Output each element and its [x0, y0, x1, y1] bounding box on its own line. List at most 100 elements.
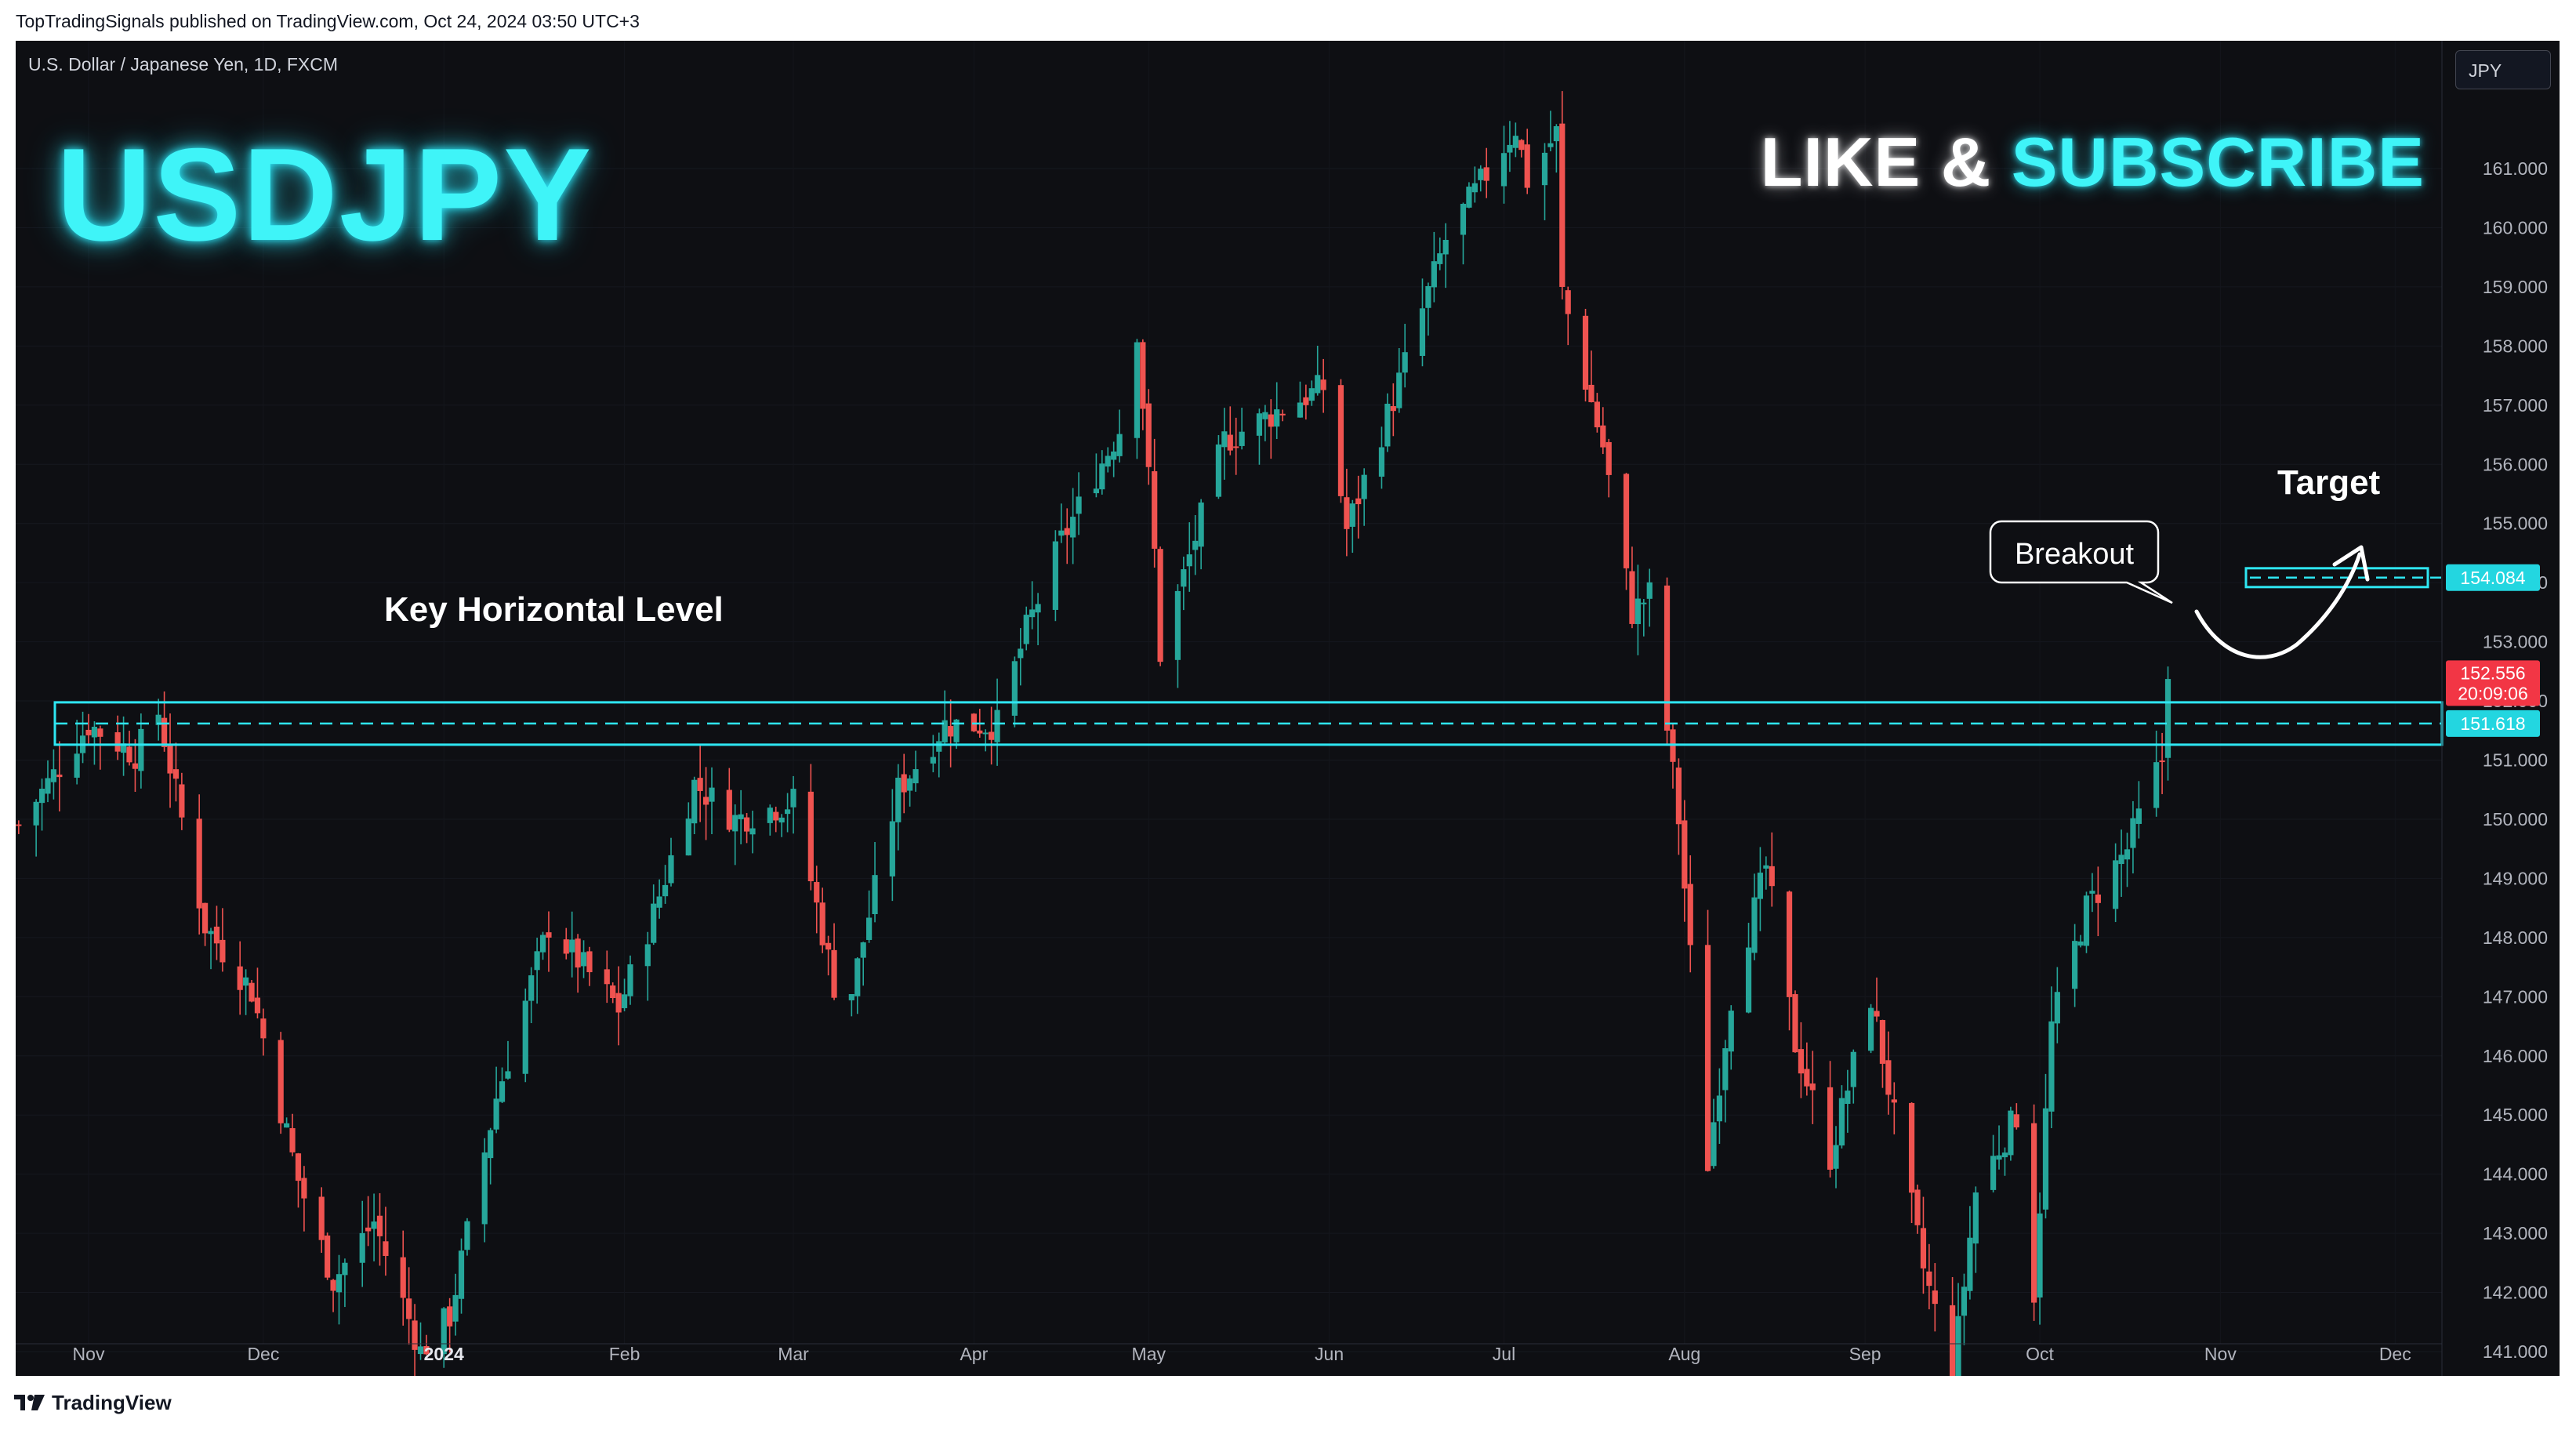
like-subscribe-banner: LIKE & SUBSCRIBE [1761, 122, 2425, 202]
candle [1990, 1134, 1997, 1192]
candle [738, 789, 744, 844]
candlestick-chart[interactable]: Key Horizontal Level Target Breakout 161.0… [16, 41, 2560, 1376]
candle [1716, 1068, 1722, 1145]
candle-body [569, 939, 575, 953]
candle-body [1512, 136, 1518, 148]
candle [1950, 1276, 1956, 1376]
price-axis: 161.000 160.000 159.000 158.000 157.000 156.0… [2441, 41, 2548, 1376]
candle [546, 911, 552, 972]
candle-body [1070, 517, 1076, 538]
candle [2001, 1147, 2008, 1176]
time-tick: 2024 [424, 1344, 464, 1364]
chart-panel[interactable]: Key Horizontal Level Target Breakout 161.0… [16, 41, 2560, 1376]
candle-body [872, 875, 878, 915]
currency-selector[interactable]: JPY [2455, 50, 2551, 89]
candle-body [1967, 1237, 1973, 1291]
candle [1308, 380, 1315, 406]
price-tick: 155.000 [2483, 514, 2548, 534]
candle-body [1646, 582, 1653, 599]
candle-body [930, 757, 936, 764]
candle-body [1594, 401, 1600, 428]
candle-body [1058, 530, 1065, 536]
candle-body [563, 939, 569, 954]
candle-body [1908, 1102, 1915, 1193]
candle [854, 957, 861, 1014]
candle-body [767, 808, 773, 823]
candle-body [1582, 315, 1589, 390]
candle [2008, 1106, 2014, 1161]
candle [580, 940, 587, 978]
candle-body [400, 1257, 406, 1298]
candle [1507, 121, 1513, 172]
candle [38, 779, 45, 831]
candle-body [1600, 425, 1606, 448]
candle-body [365, 1227, 372, 1232]
candle-body [1955, 1316, 1961, 1376]
candle [2118, 829, 2124, 897]
candle-body [522, 1000, 528, 1074]
candle [1344, 468, 1350, 557]
candle [1349, 499, 1355, 553]
candle [488, 1127, 494, 1185]
candle-body [697, 778, 703, 791]
candle-body [2013, 1114, 2019, 1128]
candle-body [1874, 1011, 1880, 1017]
candle [709, 767, 715, 834]
candle [161, 691, 168, 752]
candle-body [1833, 1145, 1839, 1169]
candle-body [1349, 503, 1355, 527]
candle [948, 699, 954, 768]
candle [1239, 408, 1245, 450]
annotations: Key Horizontal Level Target Breakout [384, 463, 2381, 659]
candle [1874, 977, 1880, 1022]
time-tick: Feb [609, 1344, 640, 1364]
last-price-tag-bg [2446, 660, 2540, 706]
candle-body [243, 977, 249, 986]
candle-body [1274, 409, 1280, 427]
candle-body [1018, 648, 1024, 659]
candle-body [627, 964, 633, 996]
candle-body [819, 902, 825, 945]
candle [563, 927, 569, 960]
candle [1076, 472, 1082, 535]
candle [1908, 1102, 1915, 1223]
candle-body [773, 811, 779, 821]
last-price-tag-text: 152.556 [2460, 662, 2525, 683]
candle-body [1634, 598, 1641, 625]
candle [1809, 1051, 1816, 1124]
candle [1804, 1042, 1810, 1096]
candle-body [790, 789, 796, 808]
candle-body [126, 746, 132, 763]
candle-body [726, 789, 732, 830]
candle-body [1174, 590, 1181, 660]
candle-body [1390, 406, 1396, 412]
candle-body [1879, 1020, 1886, 1064]
candle [1553, 124, 1559, 173]
candle-body [85, 729, 92, 735]
candle-body [1378, 447, 1385, 477]
candle [1541, 143, 1548, 220]
candle [1524, 129, 1530, 194]
candle [33, 799, 39, 857]
candle-body [441, 1308, 447, 1355]
key-price-tag-text: 151.618 [2460, 713, 2525, 734]
tradingview-footer[interactable]: TradingView [14, 1391, 172, 1415]
candle [1518, 139, 1525, 158]
price-tick: 160.000 [2483, 217, 2548, 238]
candle [1629, 546, 1635, 629]
price-tick: 144.000 [2483, 1164, 2548, 1185]
candle [365, 1196, 372, 1247]
candle-body [1256, 413, 1263, 436]
candle [172, 742, 180, 802]
candle [901, 753, 907, 814]
time-tick: Dec [247, 1344, 279, 1364]
candle-body [1541, 152, 1548, 186]
candle-body [2048, 1021, 2055, 1112]
candle [1064, 508, 1070, 564]
candle [371, 1193, 377, 1261]
candle-body [2113, 860, 2119, 909]
candle [1704, 909, 1711, 1172]
candle [481, 1138, 488, 1243]
candle-body [295, 1153, 302, 1181]
candle-body [1337, 385, 1344, 496]
